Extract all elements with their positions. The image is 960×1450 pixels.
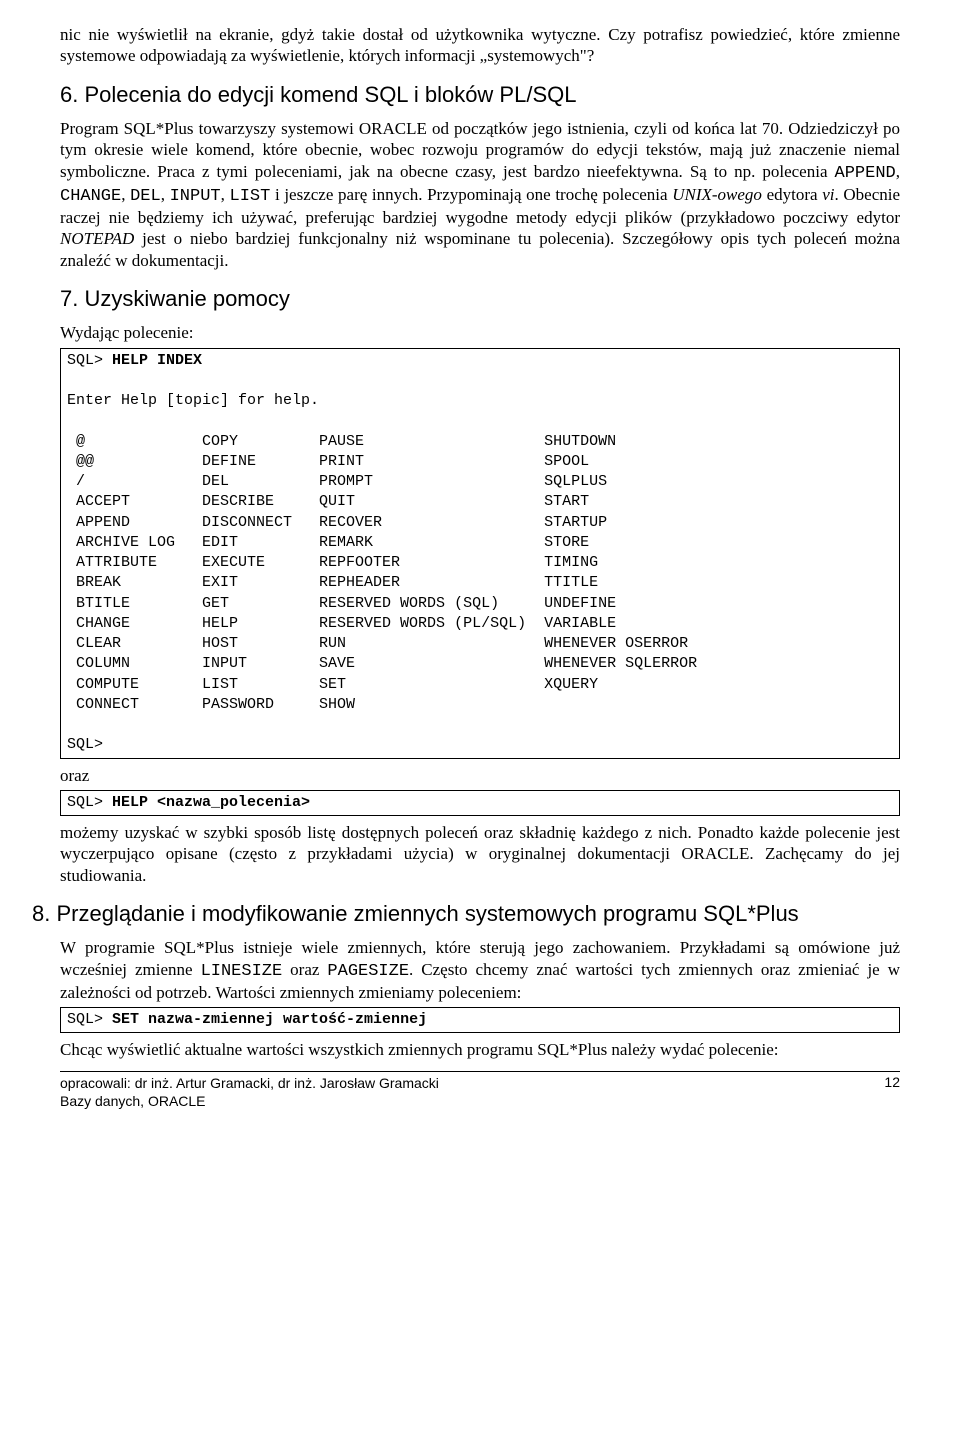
sec8-paragraph: W programie SQL*Plus istnieje wiele zmie…: [60, 937, 900, 1003]
inline-code-input: INPUT: [170, 187, 221, 206]
page-footer: opracowali: dr inż. Artur Gramacki, dr i…: [60, 1074, 900, 1110]
sec6-text-e: jest o niebo bardziej funkcjonalny niż w…: [60, 229, 900, 269]
section-7-heading: 7. Uzyskiwanie pomocy: [60, 285, 900, 313]
oraz-text: oraz: [60, 765, 900, 786]
code2-bold: HELP <nazwa_polecenia>: [112, 794, 310, 811]
sec8-code-prefix: SQL>: [67, 1011, 112, 1028]
intro-paragraph: nic nie wyświetlił na ekranie, gdyż taki…: [60, 24, 900, 67]
footer-course: Bazy danych, ORACLE: [60, 1092, 439, 1110]
inline-code-pagesize: PAGESIZE: [327, 962, 409, 981]
sep3: ,: [161, 185, 170, 204]
help-index-codebox: SQL> HELP INDEX Enter Help [topic] for h…: [60, 348, 900, 759]
inline-code-change: CHANGE: [60, 187, 121, 206]
section-6-heading: 6. Polecenia do edycji komend SQL i blok…: [60, 81, 900, 109]
code2-prefix: SQL>: [67, 794, 112, 811]
sec6-text-a: Program SQL*Plus towarzyszy systemowi OR…: [60, 119, 900, 181]
italic-notepad: NOTEPAD: [60, 229, 134, 248]
section-6-paragraph: Program SQL*Plus towarzyszy systemowi OR…: [60, 118, 900, 271]
sec7-lead: Wydając polecenie:: [60, 322, 900, 343]
inline-code-linesize: LINESIZE: [201, 962, 283, 981]
section-8-heading: 8. Przeglądanie i modyfikowanie zmiennyc…: [60, 900, 900, 928]
sep1: ,: [896, 162, 900, 181]
italic-unix: UNIX-owego: [672, 185, 762, 204]
set-var-codebox: SQL> SET nazwa-zmiennej wartość-zmiennej: [60, 1007, 900, 1033]
footer-page-number: 12: [884, 1074, 900, 1110]
sec7-after-paragraph: możemy uzyskać w szybki sposób listę dos…: [60, 822, 900, 886]
sep4: ,: [221, 185, 230, 204]
inline-code-del: DEL: [130, 187, 161, 206]
footer-authors: opracowali: dr inż. Artur Gramacki, dr i…: [60, 1074, 439, 1092]
sec8-code-bold: SET nazwa-zmiennej wartość-zmiennej: [112, 1011, 427, 1028]
italic-vi: vi: [822, 185, 834, 204]
sec6-text-c: edytora: [762, 185, 822, 204]
sep2: ,: [121, 185, 130, 204]
sec8-after-paragraph: Chcąc wyświetlić aktualne wartości wszys…: [60, 1039, 900, 1060]
inline-code-list: LIST: [230, 187, 271, 206]
sec6-text-b: i jeszcze parę innych. Przypominają one …: [270, 185, 672, 204]
help-command-codebox: SQL> HELP <nazwa_polecenia>: [60, 790, 900, 816]
footer-left: opracowali: dr inż. Artur Gramacki, dr i…: [60, 1074, 439, 1110]
help-index-bold: HELP INDEX: [112, 352, 202, 369]
inline-code-append: APPEND: [835, 164, 896, 183]
sec8-mid: oraz: [282, 960, 327, 979]
